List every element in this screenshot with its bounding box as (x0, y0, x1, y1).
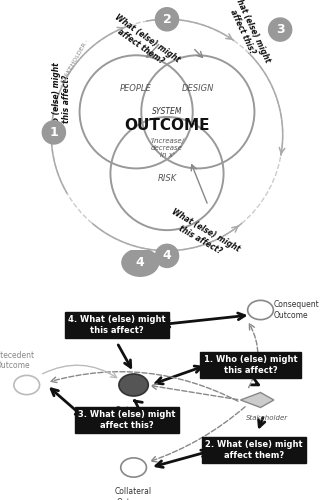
Text: Collateral
Outcome: Collateral Outcome (115, 487, 152, 500)
Circle shape (247, 300, 273, 320)
Text: Outcome: Outcome (115, 406, 153, 415)
Text: 4: 4 (136, 256, 145, 269)
Text: 2. What (else) might
affect them?: 2. What (else) might affect them? (205, 440, 303, 460)
Text: PEOPLE: PEOPLE (120, 84, 152, 93)
Circle shape (269, 18, 292, 41)
Circle shape (155, 244, 179, 268)
Text: 'Increase/
decrease
in x': 'Increase/ decrease in x' (150, 138, 184, 158)
Text: Consequent
Outcome: Consequent Outcome (274, 300, 320, 320)
Text: What (else) might
this affect?: What (else) might this affect? (165, 208, 241, 263)
Circle shape (122, 248, 159, 276)
Circle shape (155, 8, 179, 31)
Text: SYSTEM: SYSTEM (152, 108, 182, 116)
Text: 1. Who (else) might
this affect?: 1. Who (else) might this affect? (204, 356, 297, 374)
Text: Antecedent
Outcome: Antecedent Outcome (0, 350, 35, 370)
Text: OUTCOME: OUTCOME (124, 118, 210, 134)
Text: Stakeholder: Stakeholder (246, 415, 288, 421)
Text: 1: 1 (49, 126, 58, 139)
Circle shape (119, 374, 148, 396)
Circle shape (14, 376, 40, 394)
Text: 3: 3 (276, 23, 285, 36)
Text: 4: 4 (163, 250, 171, 262)
Circle shape (121, 458, 147, 477)
Text: What (else) might
affect them?: What (else) might affect them? (107, 12, 181, 72)
Text: · STAKEHOLDER ·: · STAKEHOLDER · (59, 38, 90, 88)
Text: Who (else) might
this affect?: Who (else) might this affect? (52, 62, 71, 136)
Text: 3. What (else) might
affect this?: 3. What (else) might affect this? (78, 410, 176, 430)
Text: DESIGN: DESIGN (182, 84, 214, 93)
Text: 4. What (else) might
this affect?: 4. What (else) might this affect? (68, 316, 166, 334)
Text: What (else) might
affect this?: What (else) might affect this? (221, 0, 272, 68)
Text: 2: 2 (163, 13, 171, 26)
Text: RISK: RISK (157, 174, 177, 183)
Circle shape (42, 121, 65, 144)
Polygon shape (240, 392, 274, 407)
